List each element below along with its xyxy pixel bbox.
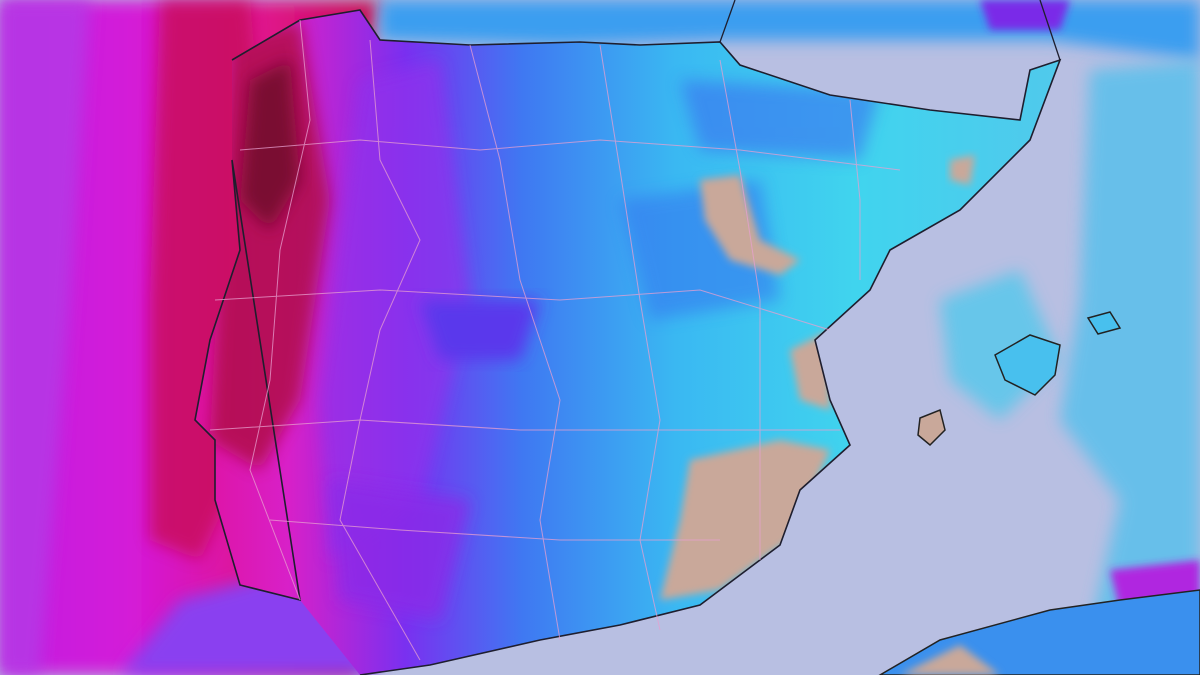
province-borders: [209, 19, 901, 661]
border-france: [719, 0, 1061, 61]
menorca: [1086, 311, 1122, 335]
africa-dry: [900, 645, 1000, 675]
france-precip: [980, 0, 1070, 30]
atlantic-outer: [0, 0, 90, 675]
ibiza: [917, 408, 946, 447]
med-precip: [1060, 60, 1200, 675]
mallorca: [994, 334, 1061, 396]
coastline: [194, 9, 1062, 675]
